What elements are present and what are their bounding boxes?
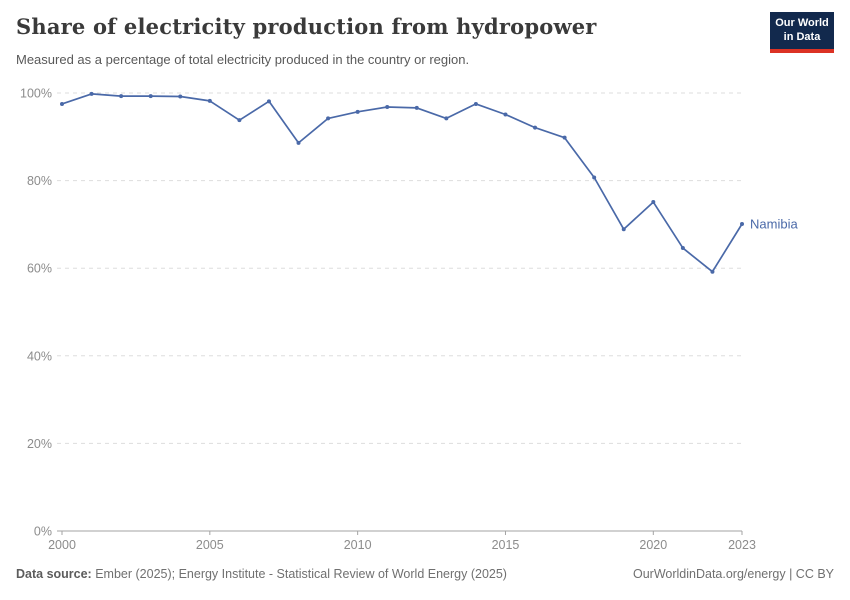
y-tick-label: 60% bbox=[27, 262, 52, 276]
data-point[interactable] bbox=[562, 135, 567, 140]
x-tick-label: 2023 bbox=[728, 538, 756, 552]
data-point[interactable] bbox=[326, 116, 331, 121]
x-tick-label: 2020 bbox=[639, 538, 667, 552]
data-point[interactable] bbox=[621, 227, 626, 232]
owid-logo-line1: Our World bbox=[775, 17, 829, 30]
data-point[interactable] bbox=[710, 269, 715, 274]
data-point[interactable] bbox=[473, 101, 478, 106]
owid-logo[interactable]: Our World in Data bbox=[770, 12, 834, 53]
data-point[interactable] bbox=[740, 221, 744, 226]
page-subtitle: Measured as a percentage of total electr… bbox=[16, 52, 470, 67]
data-point[interactable] bbox=[207, 98, 212, 103]
x-tick-label: 2005 bbox=[196, 538, 224, 552]
data-point[interactable] bbox=[355, 109, 360, 114]
x-tick-label: 2000 bbox=[48, 538, 76, 552]
data-point[interactable] bbox=[414, 105, 419, 110]
data-point[interactable] bbox=[178, 94, 183, 99]
data-point[interactable] bbox=[266, 99, 271, 104]
data-point[interactable] bbox=[680, 246, 685, 251]
data-point[interactable] bbox=[148, 94, 153, 99]
page-title: Share of electricity production from hyd… bbox=[16, 14, 597, 39]
data-source: Data source: Ember (2025); Energy Instit… bbox=[16, 567, 507, 581]
data-point[interactable] bbox=[651, 200, 656, 205]
data-source-label: Data source: bbox=[16, 567, 92, 581]
data-line[interactable] bbox=[61, 93, 743, 273]
chart-footer: Data source: Ember (2025); Energy Instit… bbox=[16, 567, 834, 581]
data-source-text: Ember (2025); Energy Institute - Statist… bbox=[91, 567, 507, 581]
entity-label[interactable]: Namibia bbox=[750, 216, 798, 231]
data-point[interactable] bbox=[60, 101, 64, 106]
data-point[interactable] bbox=[89, 91, 94, 96]
y-tick-label: 80% bbox=[27, 174, 52, 188]
data-point[interactable] bbox=[592, 175, 597, 180]
y-tick-label: 20% bbox=[27, 437, 52, 451]
data-point[interactable] bbox=[503, 112, 508, 117]
owid-logo-line2: in Data bbox=[783, 30, 821, 43]
data-point[interactable] bbox=[119, 94, 124, 99]
data-point[interactable] bbox=[237, 118, 242, 123]
data-point[interactable] bbox=[385, 105, 390, 110]
x-tick-label: 2015 bbox=[492, 538, 520, 552]
data-point[interactable] bbox=[296, 140, 301, 145]
credit-link[interactable]: OurWorldinData.org/energy | CC BY bbox=[632, 567, 834, 581]
y-tick-label: 100% bbox=[20, 87, 52, 101]
y-tick-label: 0% bbox=[34, 525, 52, 539]
data-point[interactable] bbox=[533, 125, 538, 130]
y-tick-label: 40% bbox=[27, 349, 52, 363]
x-tick-label: 2010 bbox=[344, 538, 372, 552]
data-point[interactable] bbox=[444, 116, 449, 121]
